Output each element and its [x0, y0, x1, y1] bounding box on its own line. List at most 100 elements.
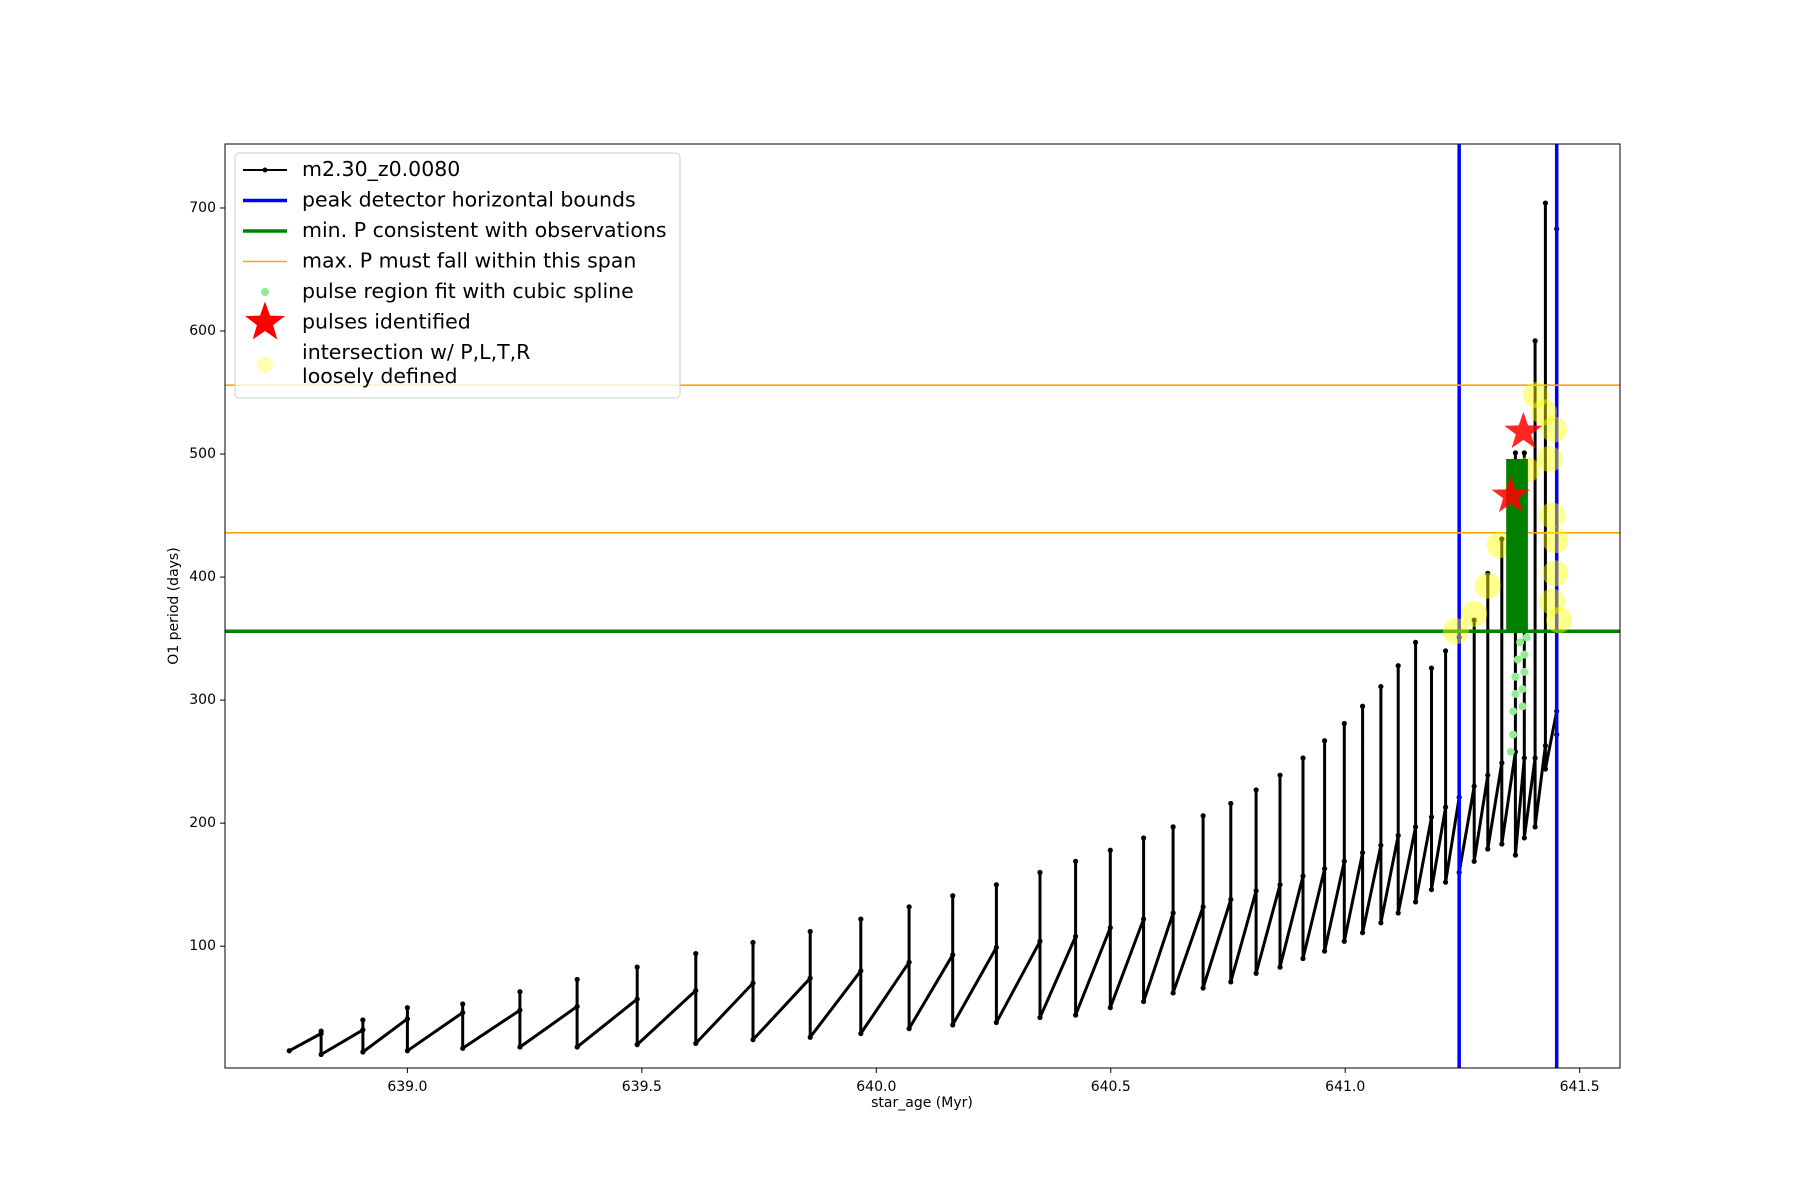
- data-point: [1341, 720, 1347, 727]
- data-point: [404, 1048, 411, 1054]
- data-point: [1512, 852, 1519, 858]
- data-point: [993, 1019, 999, 1026]
- data-point: [1072, 1012, 1079, 1018]
- circle-marker: [1539, 502, 1566, 529]
- data-point: [807, 1034, 813, 1040]
- circle-marker: [1474, 572, 1501, 599]
- data-point: [1107, 847, 1113, 853]
- data-point: [1170, 824, 1176, 830]
- circle-marker: [1546, 607, 1573, 634]
- scatter-point: [1522, 633, 1531, 642]
- data-point: [1499, 536, 1505, 542]
- data-point: [1359, 703, 1366, 709]
- data-point: [1428, 665, 1435, 671]
- data-point: [574, 1044, 580, 1050]
- data-point: [1359, 850, 1366, 856]
- data-point: [1170, 990, 1176, 996]
- data-point: [1378, 842, 1384, 848]
- legend-label: intersection w/ P,L,T,R loosely defined: [302, 340, 530, 388]
- legend-label-line: intersection w/ P,L,T,R: [302, 340, 530, 364]
- legend-label: m2.30_z0.0080: [302, 157, 460, 182]
- data-point: [360, 1017, 366, 1023]
- legend-label: max. P must fall within this span: [302, 249, 636, 273]
- scatter-point: [1518, 685, 1527, 694]
- x-tick-label: 640.5: [1091, 1079, 1131, 1095]
- legend-handle: [257, 357, 273, 373]
- data-point: [1442, 804, 1449, 810]
- data-point: [574, 976, 580, 983]
- data-point: [1140, 916, 1147, 922]
- legend-handle: [261, 288, 269, 296]
- star-marker: [1491, 475, 1530, 513]
- data-point: [1200, 813, 1206, 819]
- data-point: [1107, 925, 1113, 931]
- y-tick-label: 300: [189, 692, 216, 708]
- data-point: [1341, 858, 1347, 864]
- data-point: [1542, 200, 1549, 206]
- circle-marker: [1539, 588, 1566, 615]
- data-point: [460, 1045, 466, 1051]
- data-point: [1471, 783, 1477, 789]
- x-axis-label: star_age (Myr): [871, 1095, 973, 1111]
- data-point: [1321, 738, 1328, 744]
- data-point: [1277, 882, 1283, 888]
- data-point: [1037, 1014, 1043, 1021]
- data-point: [906, 959, 912, 965]
- circle-marker: [1536, 445, 1563, 472]
- data-point: [1228, 979, 1234, 985]
- data-point: [693, 1040, 699, 1046]
- data-point: [1412, 639, 1419, 645]
- y-tick-label: 400: [189, 569, 216, 585]
- axes-frame: [224, 143, 1621, 1069]
- legend-box: [234, 152, 681, 399]
- data-point: [360, 1049, 366, 1055]
- data-point: [404, 1016, 411, 1022]
- scatter-point: [1516, 638, 1525, 647]
- legend-label-line: loosely defined: [302, 364, 458, 388]
- data-point: [1471, 858, 1477, 864]
- circle-marker: [1486, 532, 1513, 559]
- data-point: [360, 1027, 366, 1033]
- y-axis-label: O1 period (days): [166, 547, 182, 664]
- data-point: [807, 975, 813, 981]
- data-point: [1200, 985, 1206, 991]
- data-point: [1485, 570, 1491, 576]
- scatter-point: [1511, 689, 1520, 698]
- y-tick-label: 200: [189, 815, 216, 831]
- data-point: [693, 950, 699, 957]
- data-point: [1485, 846, 1491, 852]
- data-point: [1321, 866, 1328, 872]
- data-point: [1542, 766, 1549, 772]
- data-point: [1521, 835, 1527, 841]
- data-point: [1037, 869, 1043, 875]
- data-point: [1428, 886, 1435, 893]
- scatter-point: [1513, 655, 1522, 664]
- data-point: [574, 1003, 580, 1010]
- data-point: [1499, 760, 1505, 766]
- data-point: [1277, 964, 1283, 970]
- data-point: [950, 1022, 956, 1028]
- data-point: [1341, 938, 1347, 944]
- data-point: [460, 1001, 466, 1007]
- data-point: [1395, 910, 1401, 916]
- data-point: [906, 1026, 912, 1032]
- legend-label: peak detector horizontal bounds: [302, 188, 636, 212]
- scatter-point: [1518, 702, 1527, 711]
- scatter-point: [1506, 747, 1515, 756]
- data-point: [1532, 755, 1538, 761]
- data-point: [1072, 933, 1079, 939]
- data-point: [1107, 1005, 1113, 1011]
- data-point: [1300, 755, 1306, 761]
- data-point: [634, 964, 640, 970]
- data-point: [1499, 841, 1505, 847]
- data-point: [1253, 787, 1259, 793]
- circle-marker: [1531, 399, 1558, 426]
- data-point: [1378, 683, 1384, 690]
- data-point: [1428, 814, 1435, 820]
- circle-marker: [1540, 416, 1567, 443]
- data-point: [950, 893, 956, 899]
- scatter-point: [1509, 730, 1518, 739]
- data-point: [1140, 835, 1147, 841]
- data-point: [634, 1042, 640, 1048]
